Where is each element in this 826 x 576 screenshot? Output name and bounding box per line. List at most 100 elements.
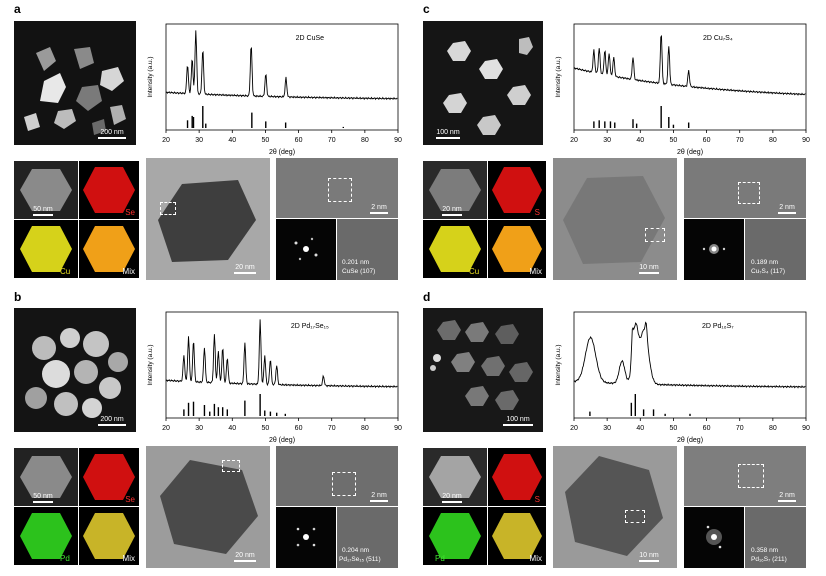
eds-label-el1-d: S	[534, 495, 540, 504]
x-tick-label: 90	[802, 137, 810, 144]
eds-map-mix-c: Mix	[488, 220, 546, 278]
y-axis-label: Intensity (a.u.)	[147, 344, 154, 385]
selected-area-box-c	[645, 228, 665, 242]
scale-bar-eds-b: 50 nm	[26, 493, 60, 503]
fft-pattern-b	[276, 507, 336, 568]
panel-letter-c: c	[423, 2, 430, 16]
x-tick-label: 60	[703, 137, 711, 144]
x-tick-label: 70	[328, 137, 336, 144]
scale-bar-hr-c: 2 nm	[774, 204, 800, 214]
x-tick-label: 90	[394, 425, 402, 432]
eds-label-el1-c: S	[534, 208, 540, 217]
x-axis-label: 2θ (deg)	[677, 149, 703, 156]
xrd-chart-c: 20 30 40 50 60 70 80 90 2θ (deg) Intensity (a.u.)…	[548, 18, 816, 158]
x-tick-label: 80	[361, 425, 369, 432]
x-tick-label: 40	[228, 425, 236, 432]
plane-label-c: Cu₇S₄ (117)	[751, 268, 786, 275]
scale-bar-sem-b: 200 nm	[96, 416, 128, 426]
xrd-pattern-line	[573, 321, 806, 389]
x-axis-label: 2θ (deg)	[269, 149, 295, 156]
xrd-pattern-line	[165, 319, 398, 389]
eds-label-mix-a: Mix	[122, 267, 135, 276]
eds-label-el2-d: Pd	[435, 554, 445, 563]
eds-map-mix-d: Mix	[488, 507, 546, 565]
x-tick-label: 50	[670, 137, 678, 144]
eds-map-gray-c: 20 nm	[423, 161, 487, 219]
x-tick-label: 80	[769, 137, 777, 144]
scale-bar-sem-d: 100 nm	[501, 416, 535, 426]
scale-bar-hr-b: 2 nm	[366, 492, 392, 502]
fft-pattern-d	[684, 507, 744, 568]
tem-image-c: 10 nm	[553, 158, 677, 280]
d-spacing-label-d: 0.358 nm	[751, 547, 779, 554]
lattice-fringe-d: 0.358 nm Pd₁₆S₇ (211)	[745, 507, 806, 568]
scale-bar-tem-d: 10 nm	[635, 552, 663, 562]
hrtem-image-b: 2 nm	[276, 446, 398, 506]
eds-label-el2-a: Cu	[60, 267, 71, 276]
scale-bar-tem-c: 10 nm	[635, 264, 663, 274]
lattice-fringe-c: 0.189 nm Cu₇S₄ (117)	[745, 219, 806, 280]
scale-bar-label: 200 nm	[100, 129, 124, 136]
x-tick-label: 80	[361, 137, 369, 144]
sem-image-a: 200 nm	[14, 21, 136, 145]
x-tick-label: 20	[162, 137, 170, 144]
plane-label-a: CuSe (107)	[342, 268, 376, 275]
tem-image-d: 10 nm	[553, 446, 677, 568]
lattice-fringe-b: 0.204 nm Pd₁₇Se₁₅ (511)	[337, 507, 398, 568]
x-tick-label: 30	[195, 137, 203, 144]
d-spacing-label-c: 0.189 nm	[751, 259, 779, 266]
xrd-pattern-line	[573, 34, 806, 96]
y-axis-label: Intensity (a.u.)	[555, 56, 562, 97]
eds-map-mix-b: Mix	[79, 507, 139, 565]
x-tick-label: 50	[262, 137, 270, 144]
chart-title: 2D CuSe	[296, 35, 325, 42]
lattice-fringe-a: 0.201 nm CuSe (107)	[337, 219, 398, 280]
scale-bar-eds-d: 20 nm	[435, 493, 469, 503]
eds-label-el2-b: Pd	[60, 554, 70, 563]
eds-map-gray-a: 50 nm	[14, 161, 78, 219]
eds-map-el2-a: Cu	[14, 220, 78, 278]
fft-pattern-a	[276, 219, 336, 280]
d-spacing-label-b: 0.204 nm	[342, 547, 370, 554]
selected-area-box-a	[160, 202, 176, 215]
x-tick-label: 50	[262, 425, 270, 432]
x-tick-label: 30	[603, 137, 611, 144]
scale-bar-hr-d: 2 nm	[774, 492, 800, 502]
x-tick-label: 50	[670, 425, 678, 432]
plot-frame	[165, 311, 399, 419]
eds-label-el1-b: Se	[125, 495, 135, 504]
chart-title: 2D Pd₁₆S₇	[702, 323, 734, 330]
xrd-chart-a: 20 30 40 50 60 70 80 90 2θ (deg) Intensity (a.u.)…	[140, 18, 408, 158]
x-tick-label: 60	[295, 137, 303, 144]
x-tick-label: 30	[195, 425, 203, 432]
selected-area-box-b	[222, 460, 240, 472]
x-tick-label: 20	[570, 425, 578, 432]
x-tick-label: 90	[394, 137, 402, 144]
eds-map-gray-d: 20 nm	[423, 448, 487, 506]
scale-bar-sem-c: 100 nm	[433, 129, 463, 139]
chart-title: 2D Cu₇S₄	[703, 35, 733, 42]
d-spacing-label-a: 0.201 nm	[342, 259, 370, 266]
selected-area-box-hr-d	[738, 464, 764, 488]
scale-bar-eds-a: 50 nm	[26, 206, 60, 216]
eds-label-mix-b: Mix	[122, 554, 135, 563]
x-tick-label: 70	[736, 425, 744, 432]
x-axis-label: 2θ (deg)	[269, 437, 295, 444]
y-axis-label: Intensity (a.u.)	[555, 344, 562, 385]
plane-label-d: Pd₁₆S₇ (211)	[751, 556, 787, 563]
fft-pattern-c	[684, 219, 744, 280]
x-tick-label: 60	[703, 425, 711, 432]
plot-frame	[573, 23, 807, 131]
hrtem-image-a: 2 nm	[276, 158, 398, 218]
x-tick-label: 80	[769, 425, 777, 432]
eds-label-el2-c: Cu	[469, 267, 480, 276]
sem-image-b: 200 nm	[14, 308, 136, 432]
scale-bar-eds-c: 20 nm	[435, 206, 469, 216]
x-tick-label: 20	[570, 137, 578, 144]
x-tick-label: 70	[328, 425, 336, 432]
x-tick-label: 40	[636, 137, 644, 144]
scale-bar-sem-a: 200 nm	[96, 129, 128, 139]
scale-bar-tem-b: 20 nm	[230, 552, 260, 562]
nanoplates-illustration	[24, 47, 126, 135]
eds-map-el1-c: S	[488, 161, 546, 219]
